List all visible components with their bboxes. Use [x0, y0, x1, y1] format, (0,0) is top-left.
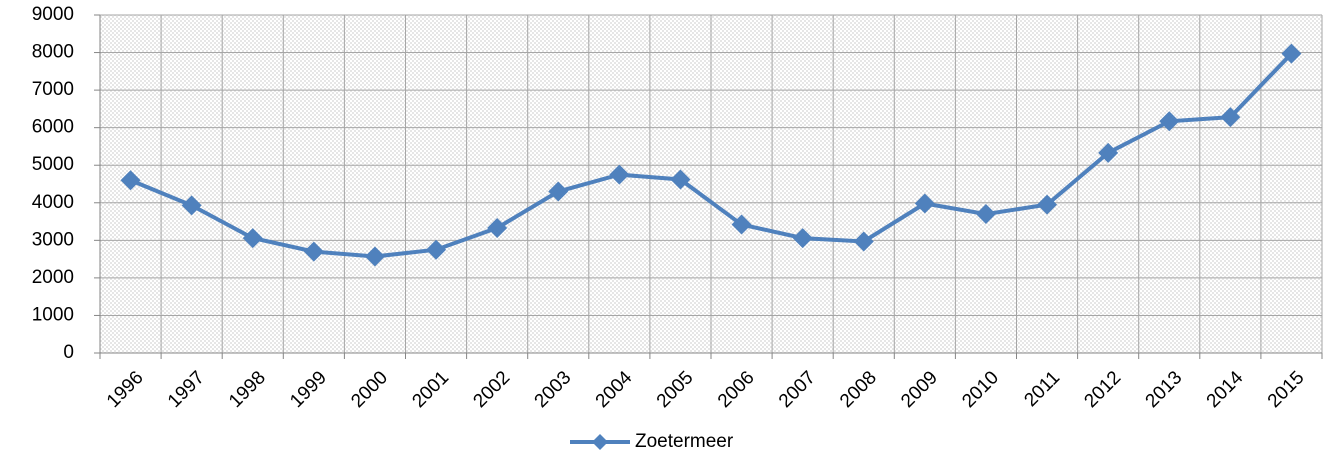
- x-tick-label: 2008: [836, 367, 881, 412]
- marker: [975, 204, 996, 225]
- marker: [242, 228, 263, 249]
- x-tick-label: 2007: [775, 367, 820, 412]
- y-tick-label: 7000: [32, 79, 74, 100]
- x-tick-label: 2014: [1203, 367, 1248, 412]
- x-tick-label: 2012: [1080, 367, 1125, 412]
- x-tick-label: 2005: [653, 367, 698, 412]
- x-tick-label: 2013: [1142, 367, 1187, 412]
- marker: [1220, 107, 1241, 128]
- legend-label: Zoetermeer: [635, 431, 734, 452]
- marker: [1159, 111, 1180, 132]
- series-line: [129, 52, 1293, 259]
- marker: [792, 228, 813, 249]
- x-tick-label: 2004: [592, 367, 637, 412]
- y-tick-label: 1000: [32, 304, 74, 325]
- x-tick-label: 2006: [714, 367, 759, 412]
- x-tick-label: 2003: [531, 367, 576, 412]
- y-tick-label: 6000: [32, 117, 74, 138]
- legend-marker: [592, 434, 608, 450]
- x-tick-label: 1997: [164, 367, 209, 412]
- marker: [426, 239, 447, 260]
- x-tick-label: 2015: [1264, 367, 1309, 412]
- x-tick-label: 2009: [897, 367, 942, 412]
- marker: [548, 181, 569, 202]
- marker: [853, 231, 874, 252]
- marker: [1281, 43, 1302, 64]
- marker: [120, 170, 141, 191]
- x-tick-label: 1999: [286, 367, 331, 412]
- x-tick-label: 2010: [958, 367, 1003, 412]
- y-tick-label: 4000: [32, 192, 74, 213]
- y-tick-label: 3000: [32, 229, 74, 250]
- x-tick-label: 1996: [103, 367, 148, 412]
- x-tick-label: 2000: [347, 367, 392, 412]
- marker: [1098, 142, 1119, 163]
- marker: [731, 214, 752, 235]
- y-tick-label: 5000: [32, 154, 74, 175]
- marker: [1037, 194, 1058, 215]
- y-tick-label: 2000: [32, 267, 74, 288]
- marker: [181, 195, 202, 216]
- y-tick-label: 9000: [32, 4, 74, 25]
- marker: [609, 164, 630, 185]
- y-tick-label: 8000: [32, 42, 74, 63]
- marker: [914, 193, 935, 214]
- x-tick-label: 2001: [408, 367, 453, 412]
- marker: [303, 241, 324, 262]
- x-tick-label: 2011: [1020, 367, 1064, 411]
- marker: [364, 246, 385, 267]
- y-tick-label: 0: [63, 342, 74, 363]
- marker: [670, 169, 691, 190]
- x-tick-label: 1998: [225, 367, 270, 412]
- marker: [487, 217, 508, 238]
- x-tick-label: 2002: [469, 367, 514, 412]
